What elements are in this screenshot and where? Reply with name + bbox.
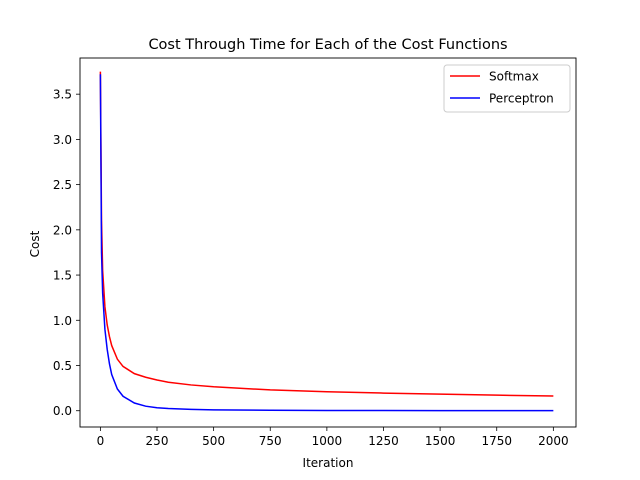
series-line-softmax [99, 71, 554, 397]
x-axis-label: Iteration [303, 456, 354, 470]
legend-label-perceptron: Perceptron [489, 92, 554, 106]
x-tick-label: 1750 [481, 434, 512, 448]
y-tick-label: 2.5 [53, 178, 72, 192]
legend-label-softmax: Softmax [489, 70, 539, 84]
x-tick-label: 750 [259, 434, 282, 448]
x-tick-label: 0 [97, 434, 105, 448]
y-axis-label: Cost [28, 230, 42, 257]
y-tick-label: 0.5 [53, 359, 72, 373]
x-tick-label: 1250 [368, 434, 399, 448]
x-tick-label: 1000 [312, 434, 343, 448]
series-layer [99, 71, 554, 412]
chart-title: Cost Through Time for Each of the Cost F… [148, 37, 507, 53]
y-tick-label: 1.5 [53, 269, 72, 283]
y-tick-label: 1.0 [53, 314, 72, 328]
x-tick-label: 1500 [425, 434, 456, 448]
x-tick-label: 2000 [538, 434, 569, 448]
x-tick-label: 250 [146, 434, 169, 448]
legend: Softmax Perceptron [443, 64, 571, 113]
y-tick-label: 3.0 [53, 133, 72, 147]
series-line-perceptron [99, 74, 554, 412]
ticks-layer: 0 250 500 750 1000 1250 1500 1750 2000 0.0 0.5 1.0 1… [53, 88, 569, 448]
plot-frame [79, 57, 577, 428]
y-tick-label: 0.0 [53, 404, 72, 418]
y-tick-label: 2.0 [53, 223, 72, 237]
y-tick-label: 3.5 [53, 88, 72, 102]
x-tick-label: 500 [202, 434, 225, 448]
